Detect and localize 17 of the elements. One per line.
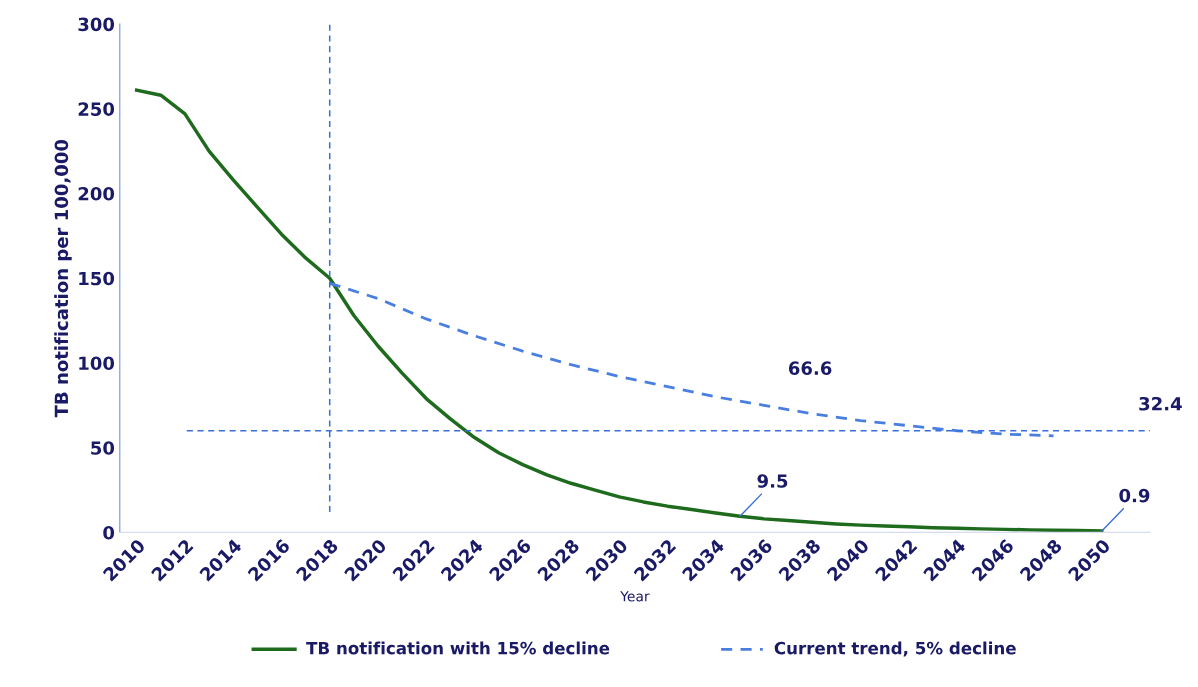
line-series xyxy=(134,88,1104,533)
y-tick-label: 250 xyxy=(78,102,115,116)
annotation: 32.4 xyxy=(1139,396,1182,411)
y-tick-label: 100 xyxy=(79,356,115,371)
y-tick-label: 0 xyxy=(103,525,115,540)
annotation: 66.6 xyxy=(788,361,832,375)
annotation: 0.9 xyxy=(1119,488,1150,503)
y-tick-label: 50 xyxy=(91,441,115,455)
y-tick-label: 150 xyxy=(79,271,115,286)
y-tick-label: 300 xyxy=(78,17,115,32)
line-series xyxy=(328,281,1055,438)
annotation: 9.5 xyxy=(757,474,788,488)
x-axis-title: Year xyxy=(620,591,650,602)
legend-label: TB notification with 15% decline xyxy=(306,641,610,655)
y-tick-label: 200 xyxy=(78,186,115,201)
y-axis-title: TB notification per 100,000 xyxy=(54,139,72,418)
legend-label: Current trend, 5% decline xyxy=(774,641,1016,657)
